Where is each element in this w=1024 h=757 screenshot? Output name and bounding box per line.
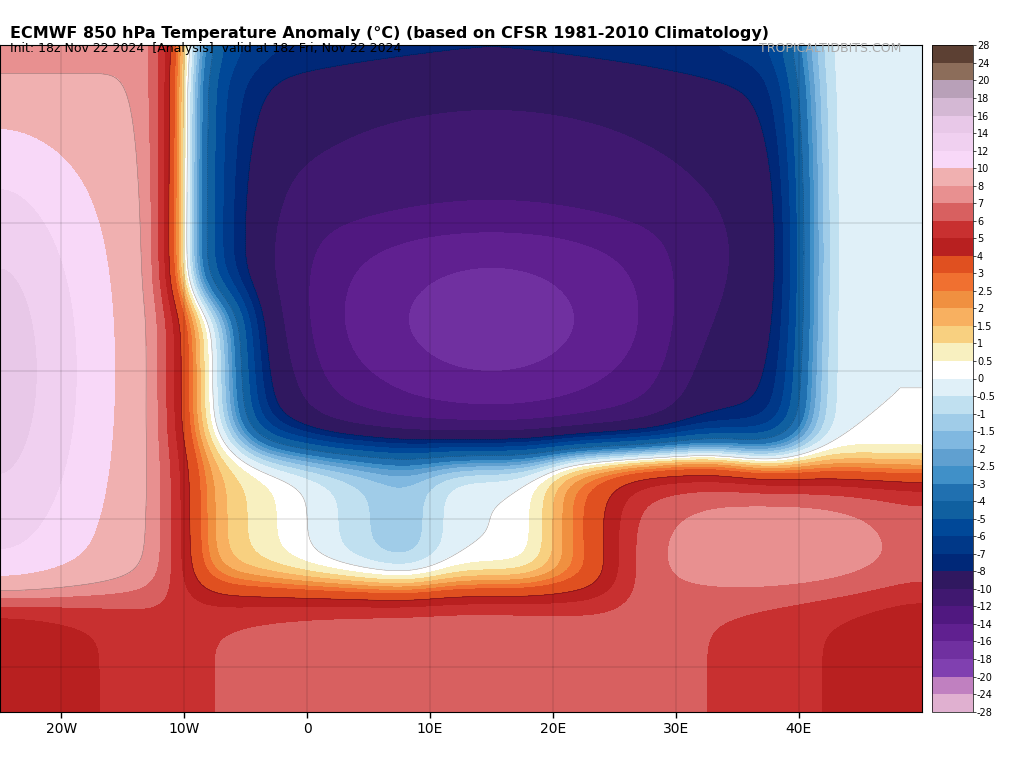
Text: ECMWF 850 hPa Temperature Anomaly (°C) (based on CFSR 1981-2010 Climatology): ECMWF 850 hPa Temperature Anomaly (°C) (… — [10, 26, 769, 42]
Text: TROPICALTIDBITS.COM: TROPICALTIDBITS.COM — [759, 42, 901, 55]
Text: Init: 18z Nov 22 2024  [Analysis]  valid at 18z Fri, Nov 22 2024: Init: 18z Nov 22 2024 [Analysis] valid a… — [10, 42, 401, 55]
